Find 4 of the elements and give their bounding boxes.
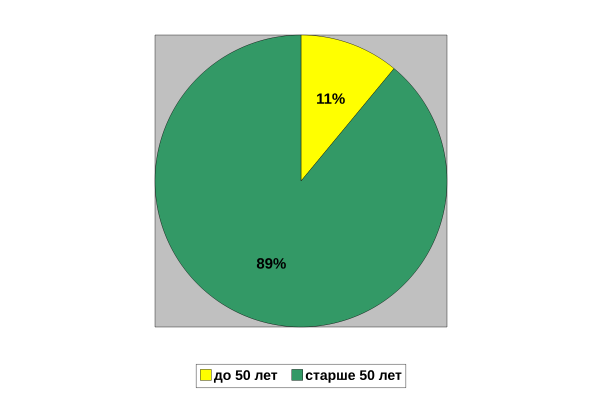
legend-label: до 50 лет — [214, 370, 278, 383]
data-label: 89% — [256, 258, 286, 269]
data-label: 11% — [317, 93, 345, 104]
legend-label: старше 50 лет — [306, 370, 402, 383]
